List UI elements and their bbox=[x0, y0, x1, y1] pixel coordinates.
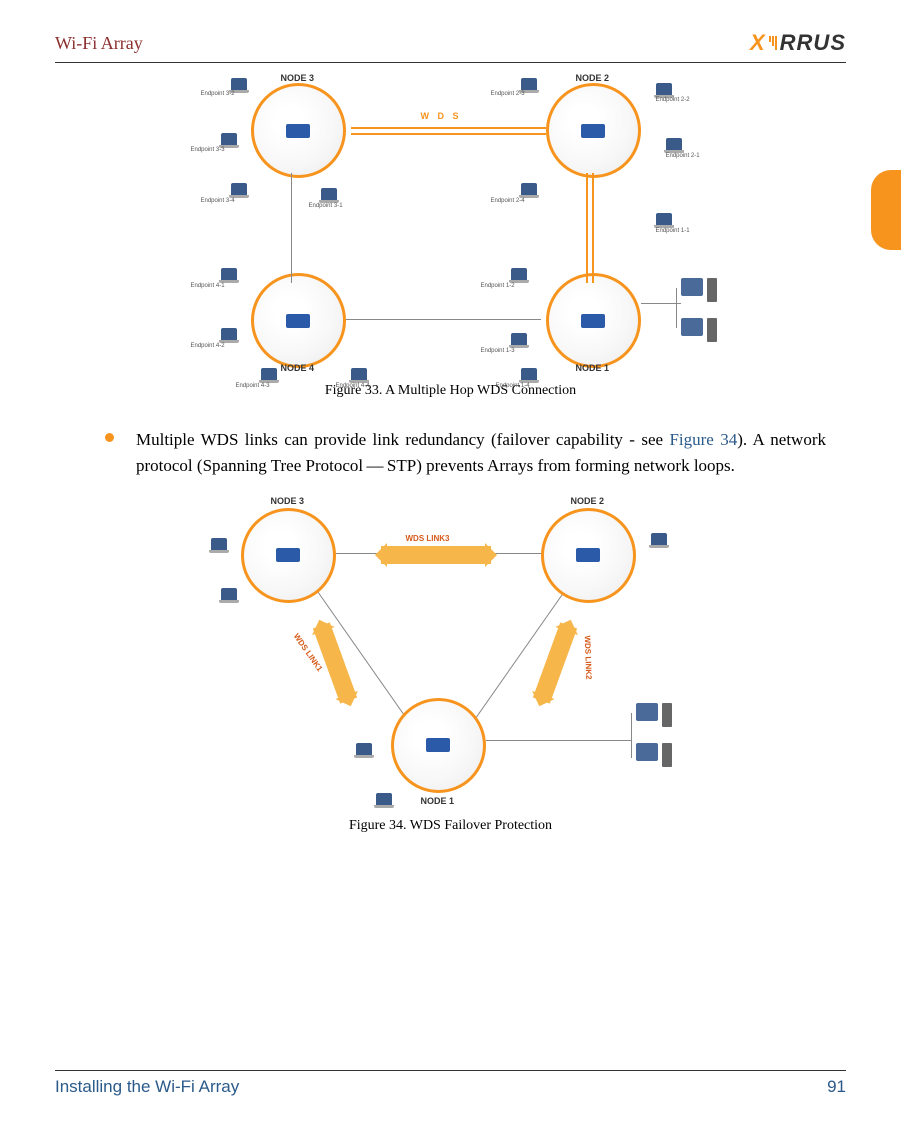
endpoint-label: Endpoint 2-2 bbox=[656, 97, 690, 103]
laptop-icon bbox=[231, 78, 247, 90]
footer-section: Installing the Wi-Fi Array bbox=[55, 1077, 239, 1097]
node-label: NODE 3 bbox=[271, 496, 305, 506]
wds-label: W D S bbox=[421, 111, 462, 121]
endpoint-label: Endpoint 1-3 bbox=[481, 348, 515, 354]
endpoint-label: Endpoint 4-3 bbox=[236, 383, 270, 389]
node-1 bbox=[546, 273, 641, 368]
laptop-icon bbox=[321, 188, 337, 200]
wds-link-right bbox=[586, 173, 594, 283]
node-2 bbox=[541, 508, 636, 603]
figure-link[interactable]: Figure 34 bbox=[669, 430, 737, 449]
link-label: WDS LINK3 bbox=[406, 534, 450, 543]
desktop-icon bbox=[636, 703, 664, 727]
endpoint-label: Endpoint 3-3 bbox=[191, 147, 225, 153]
desktop-icon bbox=[636, 743, 664, 767]
endpoint-label: Endpoint 3-2 bbox=[201, 91, 235, 97]
endpoint-label: Endpoint 2-1 bbox=[666, 153, 700, 159]
laptop-icon bbox=[221, 328, 237, 340]
laptop-icon bbox=[261, 368, 277, 380]
desktop-icon bbox=[681, 278, 709, 302]
endpoint-label: Endpoint 3-4 bbox=[201, 198, 235, 204]
wire-line bbox=[641, 303, 681, 304]
laptop-icon bbox=[511, 268, 527, 280]
page-side-tab bbox=[871, 170, 901, 250]
wire-line bbox=[676, 288, 677, 328]
figure-34: NODE 3 NODE 2 NODE 1 WDS LINK3 WDS LINK2… bbox=[75, 508, 826, 834]
node-label: NODE 4 bbox=[281, 363, 315, 373]
laptop-icon bbox=[351, 368, 367, 380]
laptop-icon bbox=[511, 333, 527, 345]
laptop-icon bbox=[221, 588, 237, 600]
laptop-icon bbox=[666, 138, 682, 150]
diagram-failover: NODE 3 NODE 2 NODE 1 WDS LINK3 WDS LINK2… bbox=[206, 508, 696, 798]
laptop-icon bbox=[376, 793, 392, 805]
node-2 bbox=[546, 83, 641, 178]
laptop-icon bbox=[211, 538, 227, 550]
laptop-icon bbox=[231, 183, 247, 195]
figure-caption: Figure 34. WDS Failover Protection bbox=[75, 818, 826, 834]
wds-link-bottom bbox=[346, 319, 541, 322]
endpoint-label: Endpoint 4-1 bbox=[191, 283, 225, 289]
node-label: NODE 2 bbox=[571, 496, 605, 506]
laptop-icon bbox=[221, 133, 237, 145]
endpoint-label: Endpoint 4-4 bbox=[336, 383, 370, 389]
endpoint-label: Endpoint 1-1 bbox=[656, 228, 690, 234]
wds-link-left bbox=[291, 173, 294, 283]
page-content: NODE 3 NODE 2 NODE 4 NODE 1 W D S Endpoi… bbox=[55, 83, 846, 834]
node-4 bbox=[251, 273, 346, 368]
laptop-icon bbox=[656, 213, 672, 225]
node-label: NODE 1 bbox=[421, 796, 455, 806]
node-1 bbox=[391, 698, 486, 793]
figure-33: NODE 3 NODE 2 NODE 4 NODE 1 W D S Endpoi… bbox=[75, 83, 826, 399]
laptop-icon bbox=[356, 743, 372, 755]
laptop-icon bbox=[521, 368, 537, 380]
laptop-icon bbox=[651, 533, 667, 545]
bullet-text: Multiple WDS links can provide link redu… bbox=[136, 427, 826, 480]
node-label: NODE 2 bbox=[576, 73, 610, 83]
page-footer: Installing the Wi-Fi Array 91 bbox=[55, 1070, 846, 1097]
diagram-multihop: NODE 3 NODE 2 NODE 4 NODE 1 W D S Endpoi… bbox=[191, 83, 711, 373]
brand-logo: X RRUS bbox=[750, 30, 846, 56]
node-3 bbox=[251, 83, 346, 178]
bullet-item: Multiple WDS links can provide link redu… bbox=[75, 427, 826, 480]
endpoint-label: Endpoint 2-4 bbox=[491, 198, 525, 204]
logo-text: RRUS bbox=[780, 30, 846, 56]
page-number: 91 bbox=[827, 1077, 846, 1097]
logo-x: X bbox=[750, 30, 766, 56]
node-label: NODE 3 bbox=[281, 73, 315, 83]
laptop-icon bbox=[521, 78, 537, 90]
logo-bars-icon bbox=[769, 36, 777, 50]
wds-link-2-arrow bbox=[532, 622, 576, 703]
laptop-icon bbox=[521, 183, 537, 195]
wds-link-top bbox=[351, 127, 546, 135]
wire-line bbox=[486, 740, 631, 741]
endpoint-label: Endpoint 4-2 bbox=[191, 343, 225, 349]
bullet-text-a: Multiple WDS links can provide link redu… bbox=[136, 430, 669, 449]
wire-line bbox=[631, 713, 632, 758]
endpoint-label: Endpoint 1-2 bbox=[481, 283, 515, 289]
node-label: NODE 1 bbox=[576, 363, 610, 373]
figure-caption: Figure 33. A Multiple Hop WDS Connection bbox=[75, 383, 826, 399]
endpoint-label: Endpoint 2-3 bbox=[491, 91, 525, 97]
endpoint-label: Endpoint 1-4 bbox=[496, 383, 530, 389]
desktop-icon bbox=[681, 318, 709, 342]
wds-link-3-arrow bbox=[381, 546, 491, 564]
endpoint-label: Endpoint 3-1 bbox=[309, 203, 343, 209]
node-3 bbox=[241, 508, 336, 603]
header-title: Wi-Fi Array bbox=[55, 33, 143, 54]
page-header: Wi-Fi Array X RRUS bbox=[55, 30, 846, 63]
laptop-icon bbox=[221, 268, 237, 280]
bullet-icon bbox=[105, 433, 114, 442]
link-label: WDS LINK2 bbox=[582, 635, 593, 679]
laptop-icon bbox=[656, 83, 672, 95]
